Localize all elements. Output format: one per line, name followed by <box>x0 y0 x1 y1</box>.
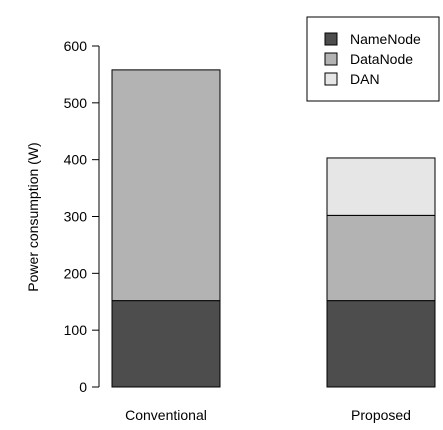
legend-swatch <box>324 32 338 46</box>
y-tick-label: 500 <box>64 95 88 111</box>
legend-swatch <box>324 72 338 86</box>
legend-swatch <box>324 52 338 66</box>
y-tick-label: 600 <box>64 38 88 54</box>
y-tick-label: 100 <box>64 322 88 338</box>
bars <box>111 69 436 388</box>
y-tick-label: 200 <box>64 265 88 281</box>
bar-segment-namenode <box>326 300 436 388</box>
legend-label: DataNode <box>350 51 413 67</box>
legend[interactable]: NameNode DataNode DAN <box>306 16 440 102</box>
y-axis: 0 100 200 300 400 500 600 <box>64 38 100 395</box>
y-axis-title: Power consumption (W) <box>25 142 41 291</box>
y-tick-label: 300 <box>64 209 88 225</box>
y-tick-label: 400 <box>64 152 88 168</box>
bar-segment-namenode <box>111 300 221 388</box>
x-axis-labels: Conventional Proposed <box>125 407 411 423</box>
x-category-label: Conventional <box>125 407 207 423</box>
x-category-label: Proposed <box>351 407 411 423</box>
legend-label: DAN <box>350 71 380 87</box>
bar-segment-datanode <box>326 214 436 302</box>
bar-segment-dan <box>326 157 436 216</box>
y-tick-label: 0 <box>79 379 87 395</box>
bar-segment-datanode <box>111 69 221 302</box>
legend-label: NameNode <box>350 31 421 47</box>
